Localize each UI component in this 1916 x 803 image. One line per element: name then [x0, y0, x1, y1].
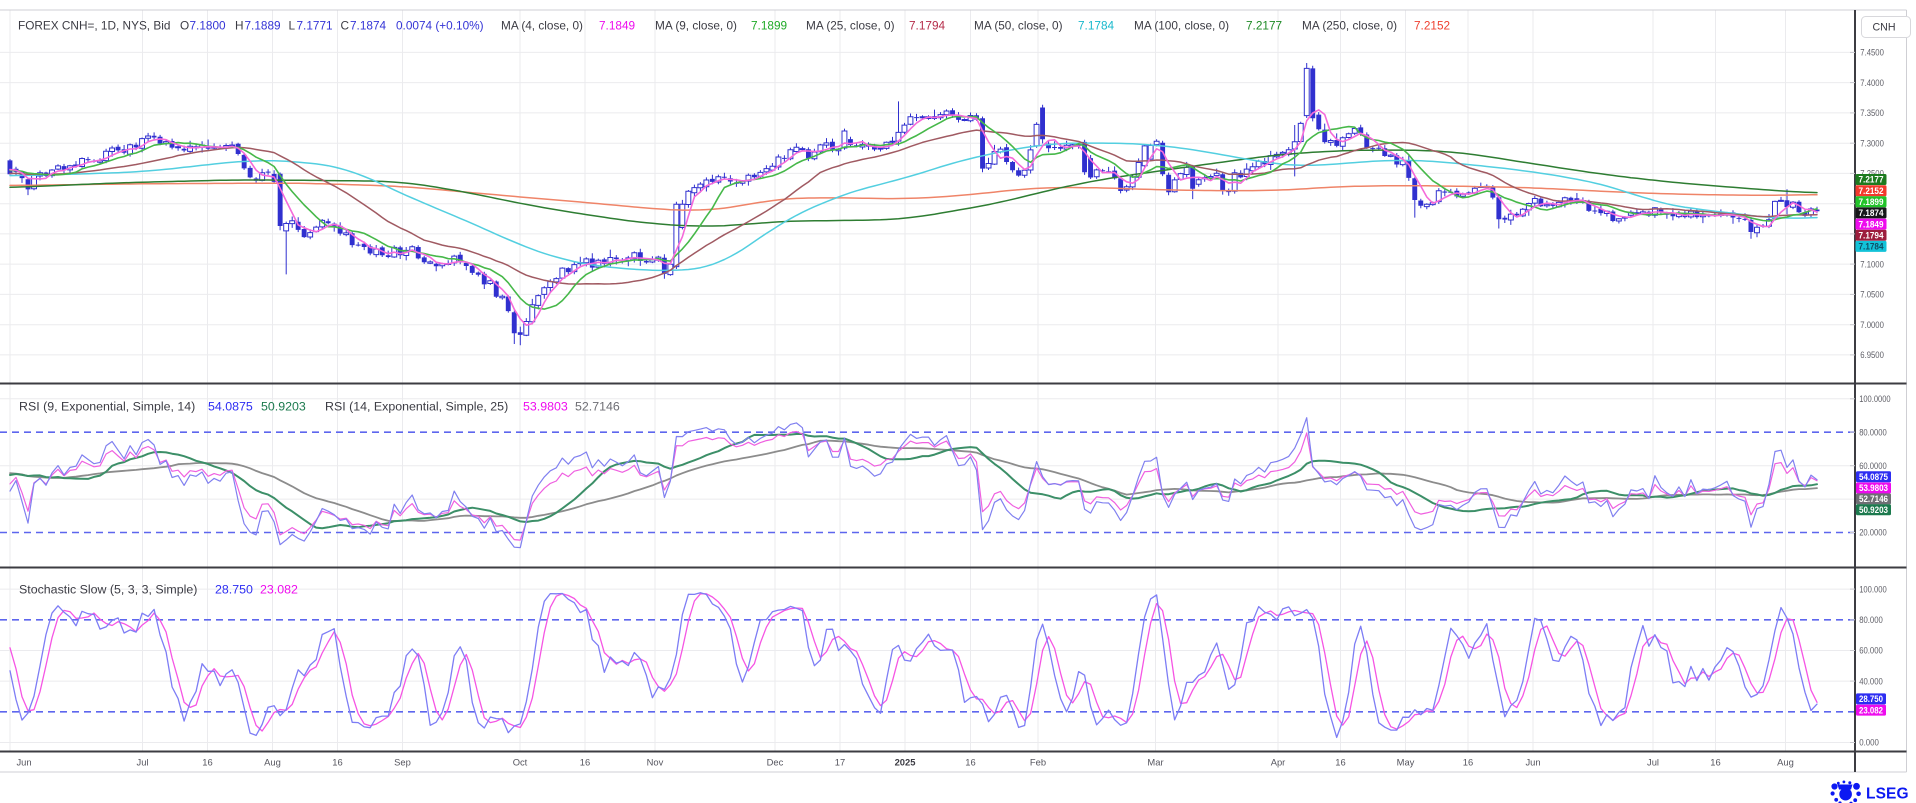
svg-text:Apr: Apr [1271, 757, 1286, 768]
svg-text:0.000: 0.000 [1859, 738, 1879, 748]
svg-text:20.0000: 20.0000 [1859, 528, 1887, 538]
svg-text:7.4000: 7.4000 [1860, 78, 1884, 88]
svg-text:LSEG: LSEG [1866, 786, 1910, 803]
svg-text:7.1794: 7.1794 [1859, 230, 1884, 240]
svg-text:80.0000: 80.0000 [1859, 427, 1887, 437]
svg-text:60.000: 60.000 [1859, 646, 1883, 656]
svg-text:80.000: 80.000 [1859, 615, 1883, 625]
svg-text:Feb: Feb [1030, 757, 1046, 768]
svg-text:100.0000: 100.0000 [1859, 394, 1890, 404]
svg-text:50.9203: 50.9203 [1859, 505, 1888, 515]
svg-text:Oct: Oct [513, 757, 528, 768]
svg-text:Jun: Jun [16, 757, 31, 768]
svg-text:16: 16 [332, 757, 342, 768]
svg-text:7.2177: 7.2177 [1859, 175, 1884, 185]
svg-text:Jul: Jul [1647, 757, 1659, 768]
svg-text:7.1784: 7.1784 [1859, 242, 1884, 252]
svg-text:7.1849: 7.1849 [1859, 219, 1884, 229]
svg-text:100.000: 100.000 [1859, 584, 1887, 594]
svg-text:7.0500: 7.0500 [1860, 290, 1884, 300]
svg-text:CNH: CNH [1873, 22, 1896, 34]
svg-text:7.1874: 7.1874 [1859, 208, 1884, 218]
svg-text:40.000: 40.000 [1859, 676, 1883, 686]
svg-text:16: 16 [1463, 757, 1473, 768]
svg-text:60.0000: 60.0000 [1859, 461, 1887, 471]
svg-text:7.2500: 7.2500 [1860, 169, 1884, 179]
svg-text:May: May [1397, 757, 1415, 768]
svg-text:Jun: Jun [1525, 757, 1540, 768]
svg-text:17: 17 [835, 757, 845, 768]
svg-text:16: 16 [1335, 757, 1345, 768]
svg-text:7.3000: 7.3000 [1860, 138, 1884, 148]
svg-text:7.2152: 7.2152 [1859, 186, 1884, 196]
svg-text:7.0000: 7.0000 [1860, 320, 1884, 330]
svg-text:7.4500: 7.4500 [1860, 48, 1884, 58]
svg-text:53.9803: 53.9803 [1859, 483, 1888, 493]
svg-text:7.3500: 7.3500 [1860, 108, 1884, 118]
svg-text:Dec: Dec [767, 757, 784, 768]
svg-text:2025: 2025 [895, 757, 916, 768]
svg-text:52.7146: 52.7146 [1859, 494, 1888, 504]
svg-text:16: 16 [202, 757, 212, 768]
svg-text:Jul: Jul [137, 757, 149, 768]
svg-text:16: 16 [1710, 757, 1720, 768]
svg-text:28.750: 28.750 [1859, 694, 1883, 704]
svg-text:Mar: Mar [1147, 757, 1163, 768]
svg-text:Sep: Sep [394, 757, 411, 768]
svg-text:Stochastic Slow (5, 3, 3, Simp: Stochastic Slow (5, 3, 3, Simple) 28.750 2… [19, 583, 298, 597]
svg-text:7.1000: 7.1000 [1860, 259, 1884, 269]
svg-text:16: 16 [580, 757, 590, 768]
svg-text:RSI (9, Exponential, Simple, 1: RSI (9, Exponential, Simple, 14) 54.0875 5… [19, 400, 620, 414]
svg-text:Aug: Aug [1777, 757, 1794, 768]
svg-text:54.0875: 54.0875 [1859, 472, 1888, 482]
svg-text:7.1899: 7.1899 [1859, 197, 1884, 207]
svg-text:Nov: Nov [647, 757, 664, 768]
svg-text:23.082: 23.082 [1859, 705, 1883, 715]
svg-text:16: 16 [965, 757, 975, 768]
svg-text:Aug: Aug [264, 757, 281, 768]
svg-text:6.9500: 6.9500 [1860, 350, 1884, 360]
